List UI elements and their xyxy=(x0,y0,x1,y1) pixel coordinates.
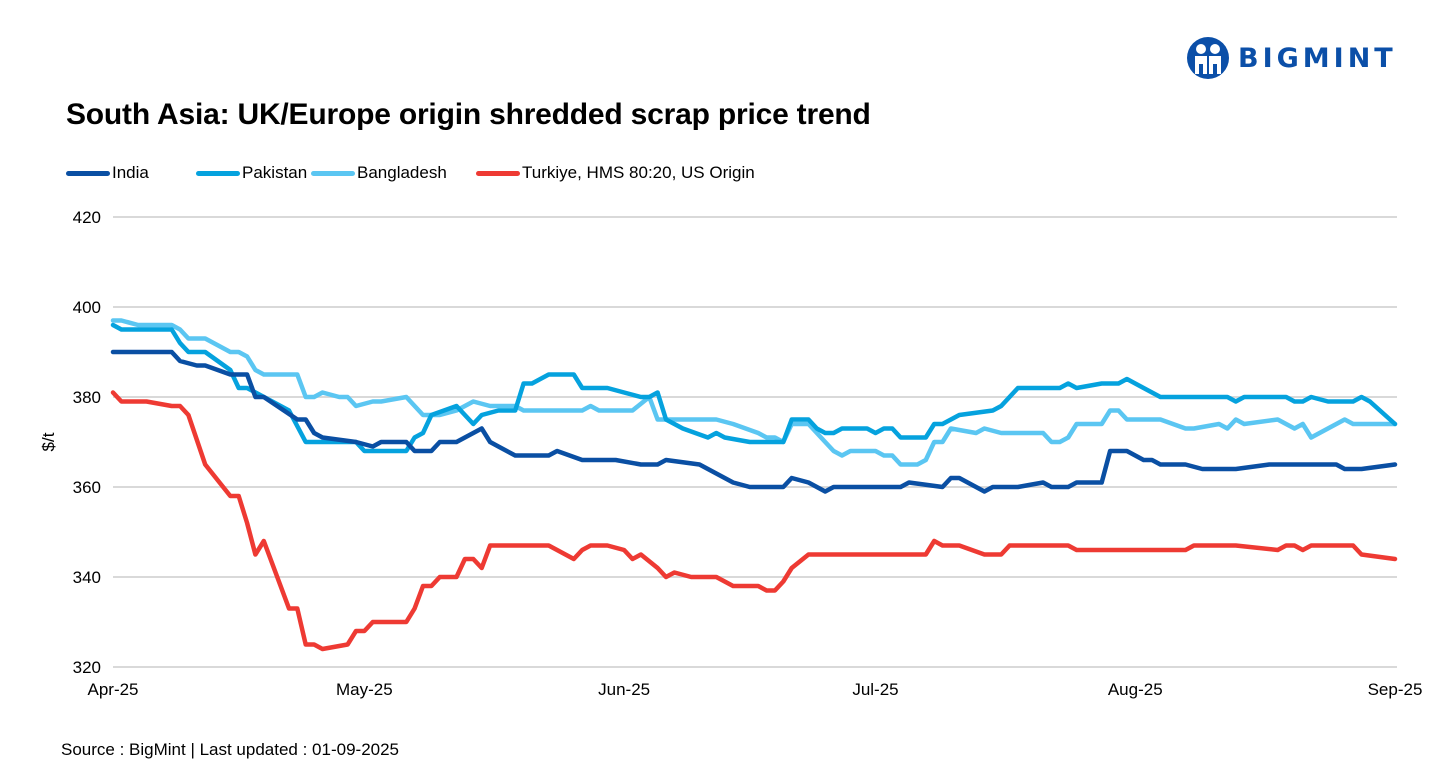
x-tick-label: Sep-25 xyxy=(1368,680,1423,699)
legend-swatch xyxy=(66,170,110,176)
x-tick-label: Jul-25 xyxy=(852,680,898,699)
y-tick-label: 380 xyxy=(73,388,101,407)
legend-swatch xyxy=(311,170,355,176)
legend-label: India xyxy=(112,163,149,182)
series-line-turkiye xyxy=(110,390,1398,652)
chart-title: South Asia: UK/Europe origin shredded sc… xyxy=(66,98,871,131)
legend-item: Pakistan xyxy=(196,163,311,183)
x-tick-label: Apr-25 xyxy=(87,680,138,699)
x-tick-label: Aug-25 xyxy=(1108,680,1163,699)
bigmint-logo: BIGMINT xyxy=(1186,36,1397,80)
y-tick-label: 320 xyxy=(73,658,101,677)
logo-emblem-icon xyxy=(1187,37,1229,79)
legend-item: India xyxy=(66,163,196,183)
legend-item: Turkiye, HMS 80:20, US Origin xyxy=(476,163,755,183)
brand-name: BIGMINT xyxy=(1238,42,1397,74)
legend-item: Bangladesh xyxy=(311,163,476,183)
y-tick-label: 400 xyxy=(73,298,101,317)
x-tick-label: May-25 xyxy=(336,680,393,699)
legend: India Pakistan Bangladesh Turkiye, HMS 80:2… xyxy=(66,163,755,183)
series-line-pakistan xyxy=(110,322,1398,454)
series-line-india xyxy=(110,349,1398,494)
legend-label: Bangladesh xyxy=(357,163,447,182)
source-note: Source : BigMint | Last updated : 01-09-… xyxy=(61,740,400,759)
legend-swatch xyxy=(196,170,240,176)
y-axis-label: $/t xyxy=(39,432,58,451)
x-tick-label: Jun-25 xyxy=(598,680,650,699)
y-tick-label: 340 xyxy=(73,568,101,587)
legend-swatch xyxy=(476,170,520,176)
y-tick-label: 360 xyxy=(73,478,101,497)
y-tick-label: 420 xyxy=(73,208,101,227)
legend-label: Pakistan xyxy=(242,163,308,182)
legend-label: Turkiye, HMS 80:20, US Origin xyxy=(522,163,755,182)
